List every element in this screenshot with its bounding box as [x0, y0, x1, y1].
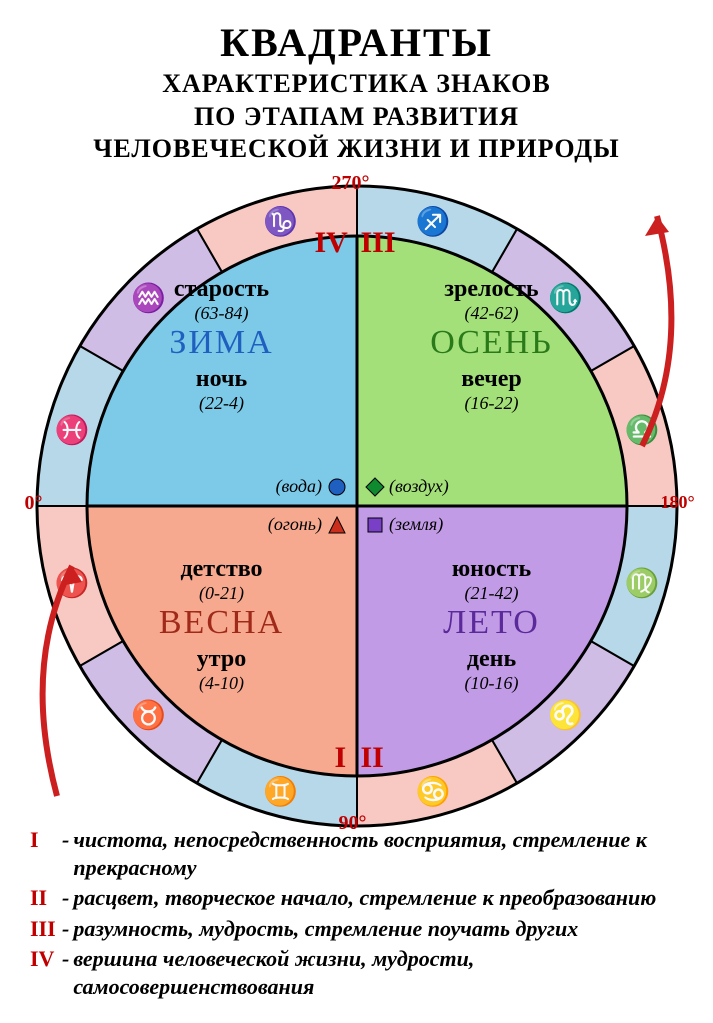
element-air-label: (воздух) — [389, 476, 449, 496]
deg-top: 270° — [332, 172, 370, 195]
legend-row: II-расцвет, творческое начало, стремлени… — [30, 884, 683, 912]
roman-4: IV — [315, 226, 348, 260]
circle-icon — [327, 477, 347, 497]
roman-3: III — [361, 226, 396, 260]
legend-text: расцвет, творческое начало, стремление к… — [73, 884, 683, 912]
element-water: (вода) — [237, 476, 347, 498]
legend-row: III-разумность, мудрость, стремление поу… — [30, 915, 683, 943]
roman-2: II — [361, 741, 384, 775]
legend-dash: - — [62, 945, 69, 973]
element-air: (воздух) — [365, 476, 449, 498]
diamond-icon — [365, 477, 385, 497]
legend-num: III — [30, 915, 62, 943]
svg-text:♈: ♈ — [54, 566, 89, 599]
svg-text:♌: ♌ — [548, 698, 583, 731]
legend-text: вершина человеческой жизни, мудрости, са… — [73, 945, 683, 1001]
triangle-icon — [327, 515, 347, 535]
title-block: КВАДРАНТЫ ХАРАКТЕРИСТИКА ЗНАКОВ ПО ЭТАПА… — [0, 18, 713, 166]
legend-num: IV — [30, 945, 62, 973]
svg-text:♏: ♏ — [548, 281, 583, 314]
legend: I-чистота, непосредственность восприятия… — [30, 826, 683, 1003]
square-icon — [365, 515, 385, 535]
title-main: КВАДРАНТЫ — [0, 18, 713, 68]
title-sub-3: ЧЕЛОВЕЧЕСКОЙ ЖИЗНИ И ПРИРОДЫ — [0, 133, 713, 166]
svg-text:♉: ♉ — [130, 698, 165, 731]
legend-dash: - — [62, 884, 69, 912]
element-earth-label: (земля) — [389, 514, 443, 534]
legend-text: разумность, мудрость, стремление поучать… — [73, 915, 683, 943]
svg-text:♋: ♋ — [415, 774, 450, 807]
deg-right: 180° — [661, 492, 695, 513]
legend-num: II — [30, 884, 62, 912]
element-fire-label: (огонь) — [268, 514, 322, 534]
element-water-label: (вода) — [276, 476, 322, 496]
title-sub-2: ПО ЭТАПАМ РАЗВИТИЯ — [0, 101, 713, 134]
zodiac-wheel: ♈♉♊♋♌♍♎♏♐♑♒♓ IV III I II 270° 180° 90° 0… — [27, 176, 687, 836]
legend-row: I-чистота, непосредственность восприятия… — [30, 826, 683, 882]
svg-text:♑: ♑ — [263, 205, 298, 238]
svg-text:♓: ♓ — [54, 413, 89, 446]
svg-text:♎: ♎ — [624, 413, 659, 446]
deg-left: 0° — [25, 492, 43, 515]
svg-text:♒: ♒ — [130, 281, 165, 314]
element-fire: (огонь) — [237, 514, 347, 536]
roman-1: I — [335, 741, 347, 775]
svg-text:♐: ♐ — [415, 205, 450, 238]
legend-dash: - — [62, 826, 69, 854]
title-sub-1: ХАРАКТЕРИСТИКА ЗНАКОВ — [0, 68, 713, 101]
legend-num: I — [30, 826, 62, 854]
legend-dash: - — [62, 915, 69, 943]
element-earth: (земля) — [365, 514, 444, 536]
legend-row: IV-вершина человеческой жизни, мудрости,… — [30, 945, 683, 1001]
legend-text: чистота, непосредственность восприятия, … — [73, 826, 683, 882]
page: КВАДРАНТЫ ХАРАКТЕРИСТИКА ЗНАКОВ ПО ЭТАПА… — [0, 0, 713, 1023]
wheel-svg: ♈ ♉ ♊ ♋ ♌ ♍ ♎ ♏ ♐ ♑ ♒ ♓ — [27, 176, 687, 836]
svg-text:♊: ♊ — [263, 774, 298, 807]
svg-text:♍: ♍ — [624, 566, 659, 599]
